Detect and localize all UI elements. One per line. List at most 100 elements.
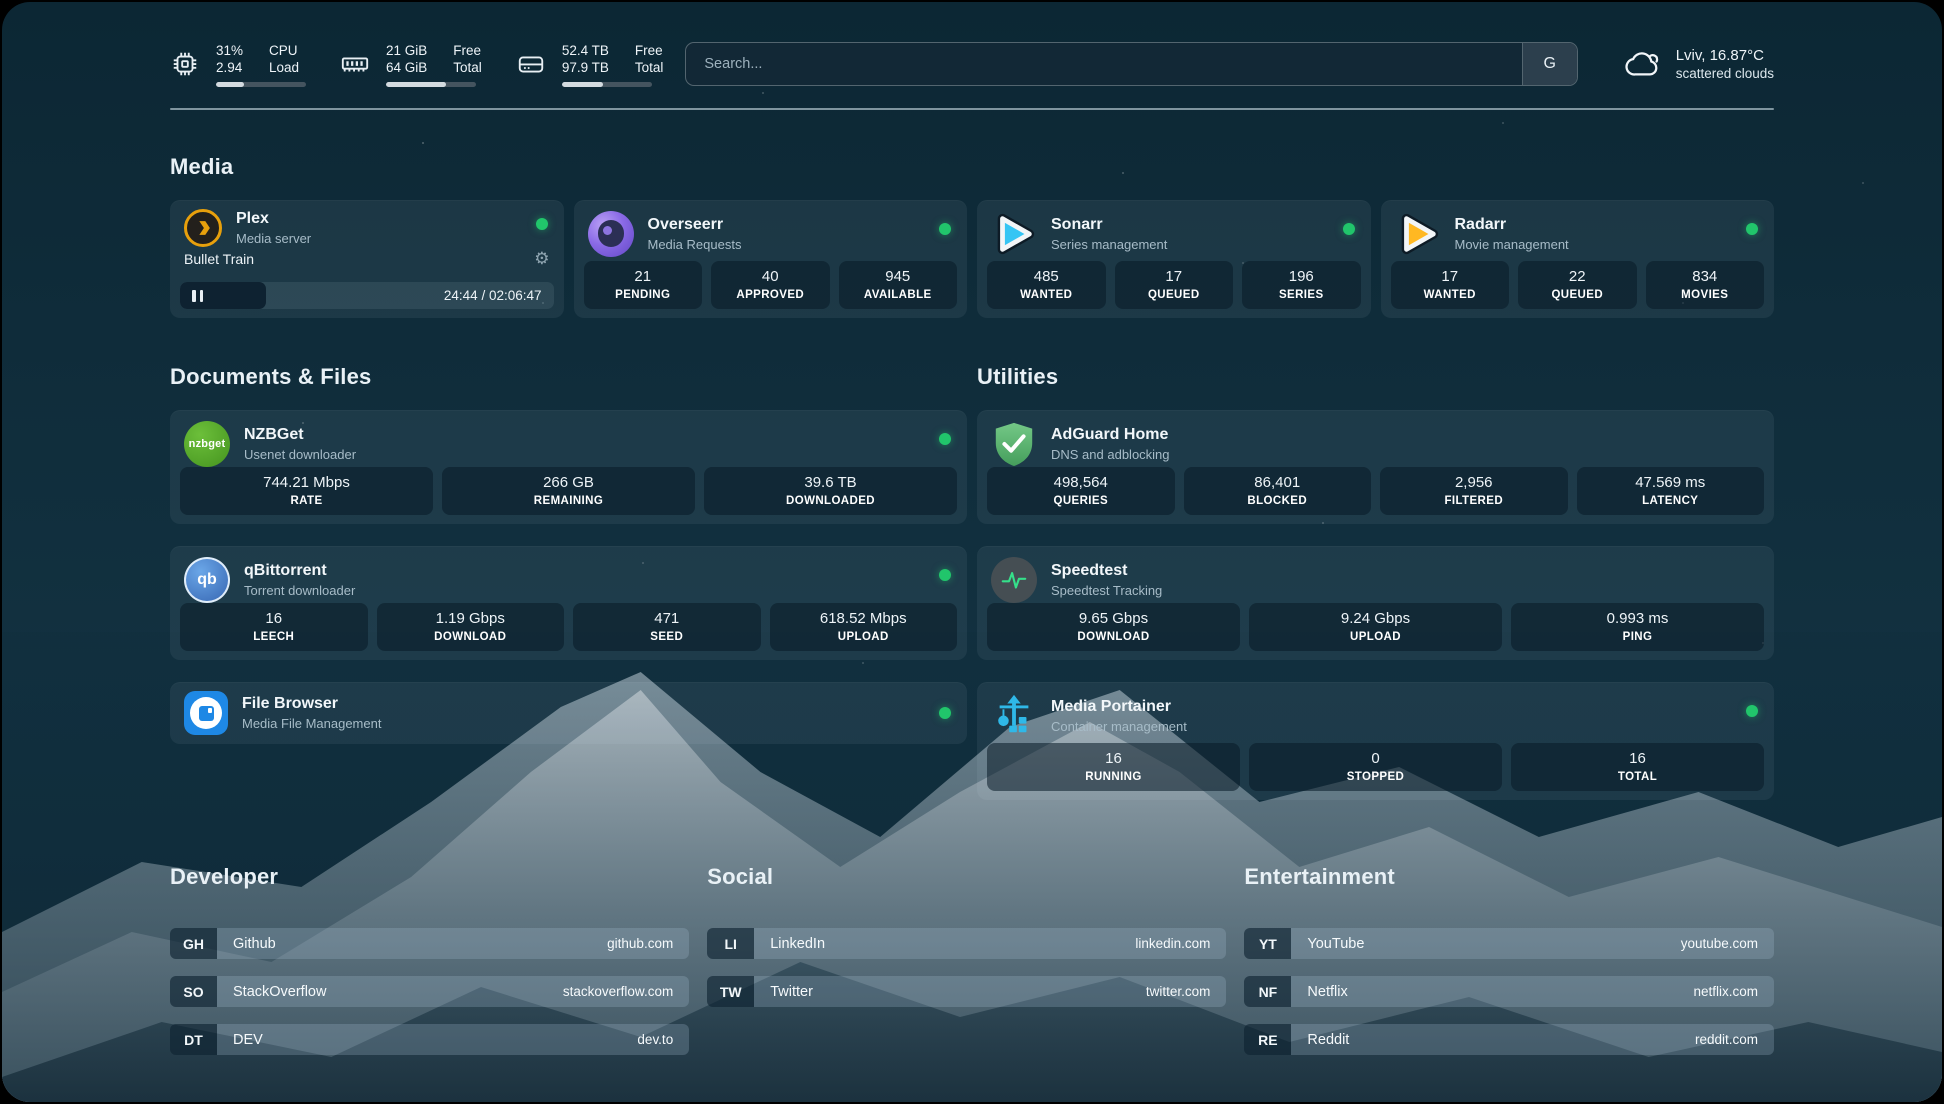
link-linkedin[interactable]: LI LinkedIn linkedin.com	[707, 928, 1227, 959]
qbittorrent-card[interactable]: qb qBittorrent Torrent downloader 16 LEEC…	[170, 546, 967, 660]
stat-tile: 21 PENDING	[583, 261, 702, 309]
app-description: DNS and adblocking	[1051, 447, 1170, 462]
nzbget-card[interactable]: nzbget NZBGet Usenet downloader 744.21 M…	[170, 410, 967, 524]
disk-stat: 52.4 TB 97.9 TB Free Total	[516, 42, 663, 87]
section-title-documents: Documents & Files	[170, 364, 372, 389]
adguard-icon	[991, 421, 1037, 467]
playback-progress-bar[interactable]: 24:44 / 02:06:47	[180, 282, 554, 309]
link-youtube[interactable]: YT YouTube youtube.com	[1244, 928, 1774, 959]
cpu-icon	[173, 52, 197, 76]
link-github[interactable]: GH Github github.com	[170, 928, 690, 959]
section-title-social: Social	[707, 864, 774, 889]
stat-tile: 618.52 Mbps UPLOAD	[769, 603, 957, 651]
stat-tile: 498,564 QUERIES	[987, 467, 1175, 515]
link-url: github.com	[607, 936, 674, 951]
link-name: YouTube	[1307, 935, 1365, 952]
overseerr-card[interactable]: Overseerr Media Requests 21 PENDING 40 APP…	[573, 200, 967, 318]
disk-label-1: Free	[634, 42, 663, 58]
stat-tile: 196 SERIES	[1242, 261, 1361, 309]
stat-tile: 266 GB REMAINING	[442, 467, 695, 515]
link-dev[interactable]: DT DEV dev.to	[170, 1024, 690, 1055]
sonarr-card[interactable]: Sonarr Series management 485 WANTED 17 QUE…	[977, 200, 1371, 318]
search-bar: G	[685, 42, 1578, 86]
stat-tile: 471 SEED	[573, 603, 761, 651]
utilities-column: Utilities	[977, 364, 1774, 800]
disk-total: 97.9 TB	[561, 59, 609, 75]
stat-tile: 1.19 Gbps DOWNLOAD	[376, 603, 564, 651]
weather-location-temp: Lviv, 16.87°C	[1675, 47, 1764, 64]
cpu-stat: 31% 2.94 CPU Load	[170, 42, 306, 87]
app-name: NZBGet	[244, 426, 304, 443]
portainer-card[interactable]: Media Portainer Container management 16 R…	[977, 682, 1774, 800]
playback-time: 24:44 / 02:06:47	[443, 288, 542, 303]
stat-tile: 47.569 ms LATENCY	[1576, 467, 1764, 515]
sonarr-icon	[991, 211, 1037, 257]
app-description: Series management	[1051, 237, 1168, 252]
section-title-developer: Developer	[170, 864, 279, 889]
app-description: Media server	[236, 231, 312, 246]
link-twitter[interactable]: TW Twitter twitter.com	[707, 976, 1227, 1007]
cpu-usage: 31%	[216, 42, 244, 58]
cpu-progress-bar	[216, 81, 306, 87]
stat-tile: 744.21 Mbps RATE	[180, 467, 433, 515]
link-reddit[interactable]: RE Reddit reddit.com	[1244, 1024, 1774, 1055]
stat-tile: 40 APPROVED	[711, 261, 830, 309]
link-badge: GH	[170, 928, 217, 959]
stat-tile: 2,956 FILTERED	[1380, 467, 1568, 515]
stat-tile: 16 LEECH	[180, 603, 368, 651]
system-stats: 31% 2.94 CPU Load 21 GiB 64 GiB	[170, 42, 663, 87]
link-name: LinkedIn	[770, 935, 826, 952]
social-section: Social LI LinkedIn linkedin.com TW Twitte…	[707, 864, 1227, 1055]
app-name: Radarr	[1454, 216, 1507, 233]
documents-column: Documents & Files nzbget NZBGet Usenet d…	[170, 364, 967, 800]
section-title-entertainment: Entertainment	[1244, 864, 1395, 889]
link-url: stackoverflow.com	[562, 984, 674, 999]
header-divider	[170, 108, 1774, 110]
link-url: youtube.com	[1680, 936, 1758, 951]
stat-tile: 834 MOVIES	[1645, 261, 1764, 309]
memory-stat: 21 GiB 64 GiB Free Total	[340, 42, 482, 87]
adguard-card[interactable]: AdGuard Home DNS and adblocking 498,564 Q…	[977, 410, 1774, 524]
stat-tile: 0.993 ms PING	[1511, 603, 1764, 651]
plex-card[interactable]: Plex Media server Bullet Train ⚙ 24:44 /…	[170, 200, 564, 318]
stat-tile: 39.6 TB DOWNLOADED	[704, 467, 957, 515]
stat-tile: 17 QUEUED	[1114, 261, 1233, 309]
media-card-grid: Plex Media server Bullet Train ⚙ 24:44 /…	[170, 200, 1774, 318]
link-badge: NF	[1244, 976, 1292, 1007]
link-url: twitter.com	[1145, 984, 1211, 999]
cpu-label-1: CPU	[269, 42, 298, 58]
status-dot	[939, 432, 951, 445]
stat-tile: 0 STOPPED	[1249, 743, 1502, 791]
link-name: Twitter	[770, 983, 813, 1000]
link-stackoverflow[interactable]: SO StackOverflow stackoverflow.com	[170, 976, 690, 1007]
filebrowser-card[interactable]: File Browser Media File Management	[170, 682, 967, 744]
link-badge: TW	[707, 976, 755, 1007]
memory-icon	[341, 57, 369, 72]
status-dot	[1746, 222, 1758, 235]
link-netflix[interactable]: NF Netflix netflix.com	[1244, 976, 1774, 1007]
stat-tile: 86,401 BLOCKED	[1183, 467, 1371, 515]
weather-widget[interactable]: Lviv, 16.87°C scattered clouds	[1624, 46, 1774, 82]
link-url: netflix.com	[1693, 984, 1758, 999]
memory-label-2: Total	[453, 59, 482, 75]
app-description: Torrent downloader	[244, 583, 356, 598]
link-name: Github	[233, 935, 276, 952]
search-engine-button[interactable]: G	[1521, 43, 1577, 85]
status-dot	[939, 222, 951, 235]
status-dot	[1342, 222, 1355, 235]
link-badge: YT	[1244, 928, 1292, 959]
disk-progress-bar	[561, 81, 652, 87]
stat-tile: 16 RUNNING	[987, 743, 1240, 791]
app-description: Speedtest Tracking	[1051, 583, 1163, 598]
section-title-media: Media	[170, 154, 234, 179]
app-description: Usenet downloader	[244, 447, 357, 462]
cpu-label-2: Load	[269, 59, 300, 75]
radarr-card[interactable]: Radarr Movie management 17 WANTED 22 QUEUE…	[1380, 200, 1774, 318]
search-input[interactable]	[686, 43, 1522, 85]
status-dot	[535, 217, 548, 230]
app-name: qBittorrent	[244, 562, 327, 579]
settings-icon[interactable]: ⚙	[534, 248, 550, 269]
pause-icon[interactable]	[192, 289, 203, 302]
speedtest-card[interactable]: Speedtest Speedtest Tracking 9.65 Gbps DO…	[977, 546, 1774, 660]
